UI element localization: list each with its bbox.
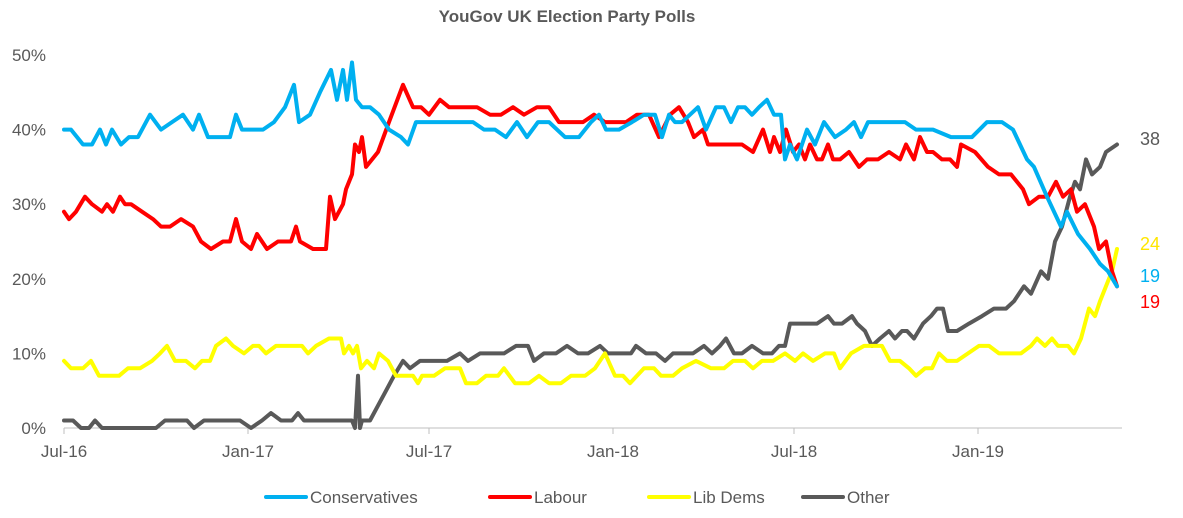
chart-title: YouGov UK Election Party Polls [439,7,696,26]
series-line-labour [62,82,1119,289]
legend-label-lib-dems: Lib Dems [693,488,765,507]
x-axis: Jul-16 Jan-17 Jul-17 Jan-18 Jul-18 Jan-19 [41,428,1004,461]
legend-label-conservatives: Conservatives [310,488,418,507]
end-label-other: 38 [1140,129,1160,149]
series-line-conservatives [62,60,1119,289]
end-label-conservatives: 19 [1140,266,1160,286]
y-tick-label: 40% [12,121,46,140]
end-labels: 19 19 24 38 [1140,129,1160,312]
series-line-lib-dems [62,247,1119,386]
end-label-labour: 19 [1140,292,1160,312]
legend-label-other: Other [847,488,890,507]
x-tick-label: Jul-18 [771,442,817,461]
y-tick-label: 50% [12,46,46,65]
x-tick-label: Jul-16 [41,442,87,461]
series-line-other [62,142,1119,430]
x-tick-label: Jan-19 [952,442,1004,461]
x-tick-label: Jul-17 [406,442,452,461]
y-tick-label: 0% [21,419,46,438]
end-label-lib-dems: 24 [1140,234,1160,254]
y-tick-label: 30% [12,195,46,214]
legend-label-labour: Labour [534,488,587,507]
x-tick-label: Jan-17 [222,442,274,461]
x-tick-label: Jan-18 [587,442,639,461]
series-lines [62,60,1119,430]
y-tick-label: 20% [12,270,46,289]
y-tick-label: 10% [12,344,46,363]
legend: Conservatives Labour Lib Dems Other [264,488,890,507]
y-axis: 0% 10% 20% 30% 40% 50% [12,46,46,438]
